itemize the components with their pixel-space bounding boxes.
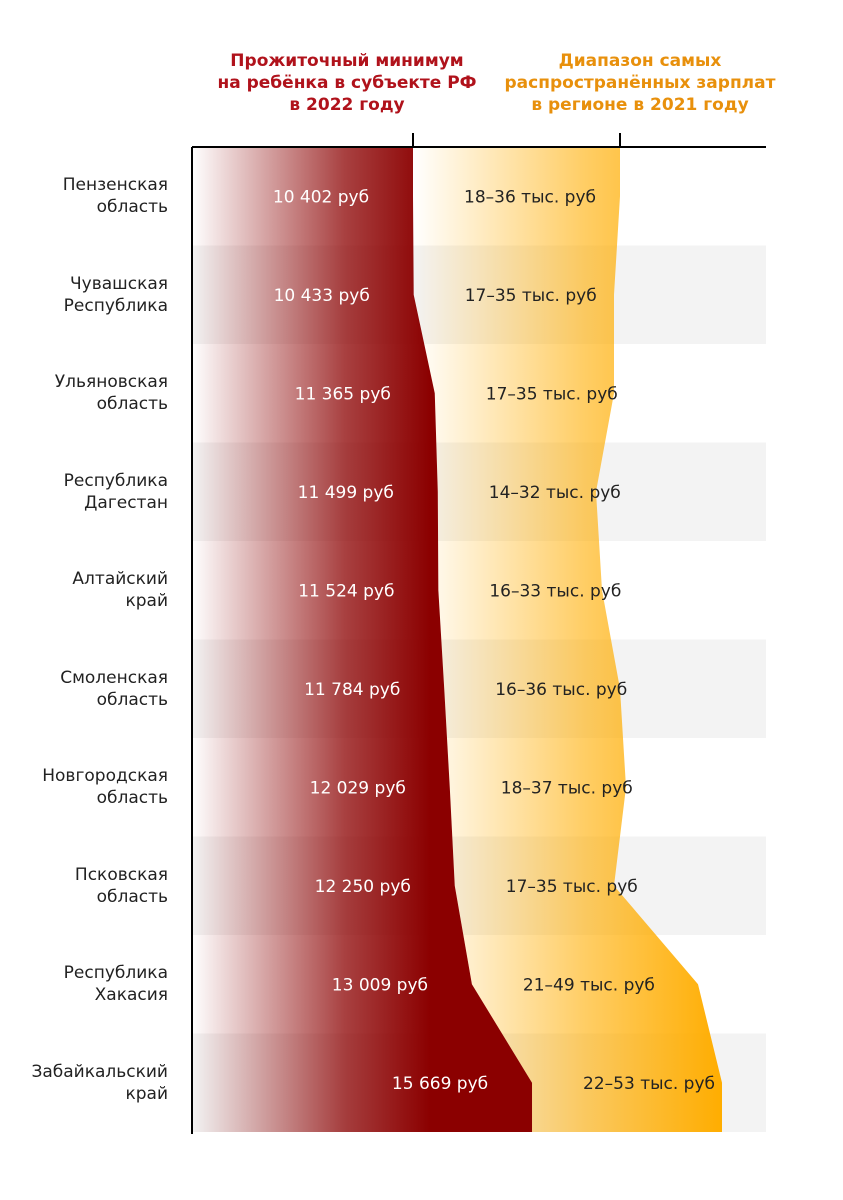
header-salary: Диапазон самых распространённых зарплат в … <box>490 50 790 116</box>
region-label-line: Ульяновская <box>54 372 168 393</box>
minimum-value-label: 12 029 руб <box>310 778 406 798</box>
region-label: Пензенская область <box>0 174 168 218</box>
region-label: Республика Хакасия <box>0 962 168 1006</box>
region-label-line: область <box>96 197 168 218</box>
salary-range-label: 16–33 тыс. руб <box>489 581 621 601</box>
salary-range-label: 17–35 тыс. руб <box>465 286 597 306</box>
salary-range-label: 16–36 тыс. руб <box>495 680 627 700</box>
region-label-line: Алтайский <box>72 569 168 590</box>
minimum-band <box>192 147 533 1132</box>
header-line: Прожиточный минимум <box>230 51 464 71</box>
salary-band <box>413 147 722 1132</box>
salary-range-label: 21–49 тыс. руб <box>523 975 655 995</box>
region-label-line: Псковская <box>74 864 168 885</box>
region-label-line: Республика <box>63 470 168 491</box>
region-label: Ульяновская область <box>0 371 168 415</box>
region-label-line: область <box>96 788 168 809</box>
region-label-line: Дагестан <box>84 492 168 513</box>
region-label-line: область <box>96 689 168 710</box>
salary-range-label: 18–37 тыс. руб <box>501 778 633 798</box>
region-label: Алтайский край <box>0 568 168 612</box>
header-line: на ребёнка в субъекте РФ <box>217 73 477 93</box>
salary-range-label: 18–36 тыс. руб <box>464 187 596 207</box>
salary-range-label: 17–35 тыс. руб <box>486 384 618 404</box>
minimum-value-label: 13 009 руб <box>332 975 428 995</box>
region-label-line: край <box>125 1083 168 1104</box>
region-label: Смоленская область <box>0 667 168 711</box>
header-minimum: Прожиточный минимум на ребёнка в субъекте… <box>197 50 497 116</box>
region-label-line: Чувашская <box>70 273 168 294</box>
salary-range-label: 17–35 тыс. руб <box>506 877 638 897</box>
region-label-line: Республика <box>63 963 168 984</box>
header-line: распространённых зарплат <box>504 73 776 93</box>
minimum-value-label: 11 524 руб <box>298 581 394 601</box>
region-label-line: Пензенская <box>62 175 168 196</box>
region-label-line: область <box>96 886 168 907</box>
header-line: в регионе в 2021 году <box>531 95 749 115</box>
minimum-value-label: 10 433 руб <box>274 286 370 306</box>
region-label-line: Хакасия <box>94 985 168 1006</box>
region-label-line: Новгородская <box>42 766 168 787</box>
minimum-value-label: 11 365 руб <box>295 384 391 404</box>
region-label-line: Забайкальский <box>31 1061 168 1082</box>
minimum-value-label: 10 402 руб <box>273 187 369 207</box>
minimum-value-label: 11 499 руб <box>298 483 394 503</box>
salary-range-label: 14–32 тыс. руб <box>489 483 621 503</box>
header-line: в 2022 году <box>289 95 405 115</box>
region-label-line: Смоленская <box>60 667 168 688</box>
region-label: Чувашская Республика <box>0 273 168 317</box>
region-label-line: Республика <box>63 295 168 316</box>
region-label-line: край <box>125 591 168 612</box>
region-label: Забайкальский край <box>0 1061 168 1105</box>
salary-range-label: 22–53 тыс. руб <box>583 1074 715 1094</box>
minimum-value-label: 11 784 руб <box>304 680 400 700</box>
region-label-line: область <box>96 394 168 415</box>
minimum-value-label: 15 669 руб <box>392 1074 488 1094</box>
header-line: Диапазон самых <box>558 51 722 71</box>
region-label: Новгородская область <box>0 765 168 809</box>
region-label: Псковская область <box>0 864 168 908</box>
minimum-value-label: 12 250 руб <box>315 877 411 897</box>
region-label: Республика Дагестан <box>0 470 168 514</box>
